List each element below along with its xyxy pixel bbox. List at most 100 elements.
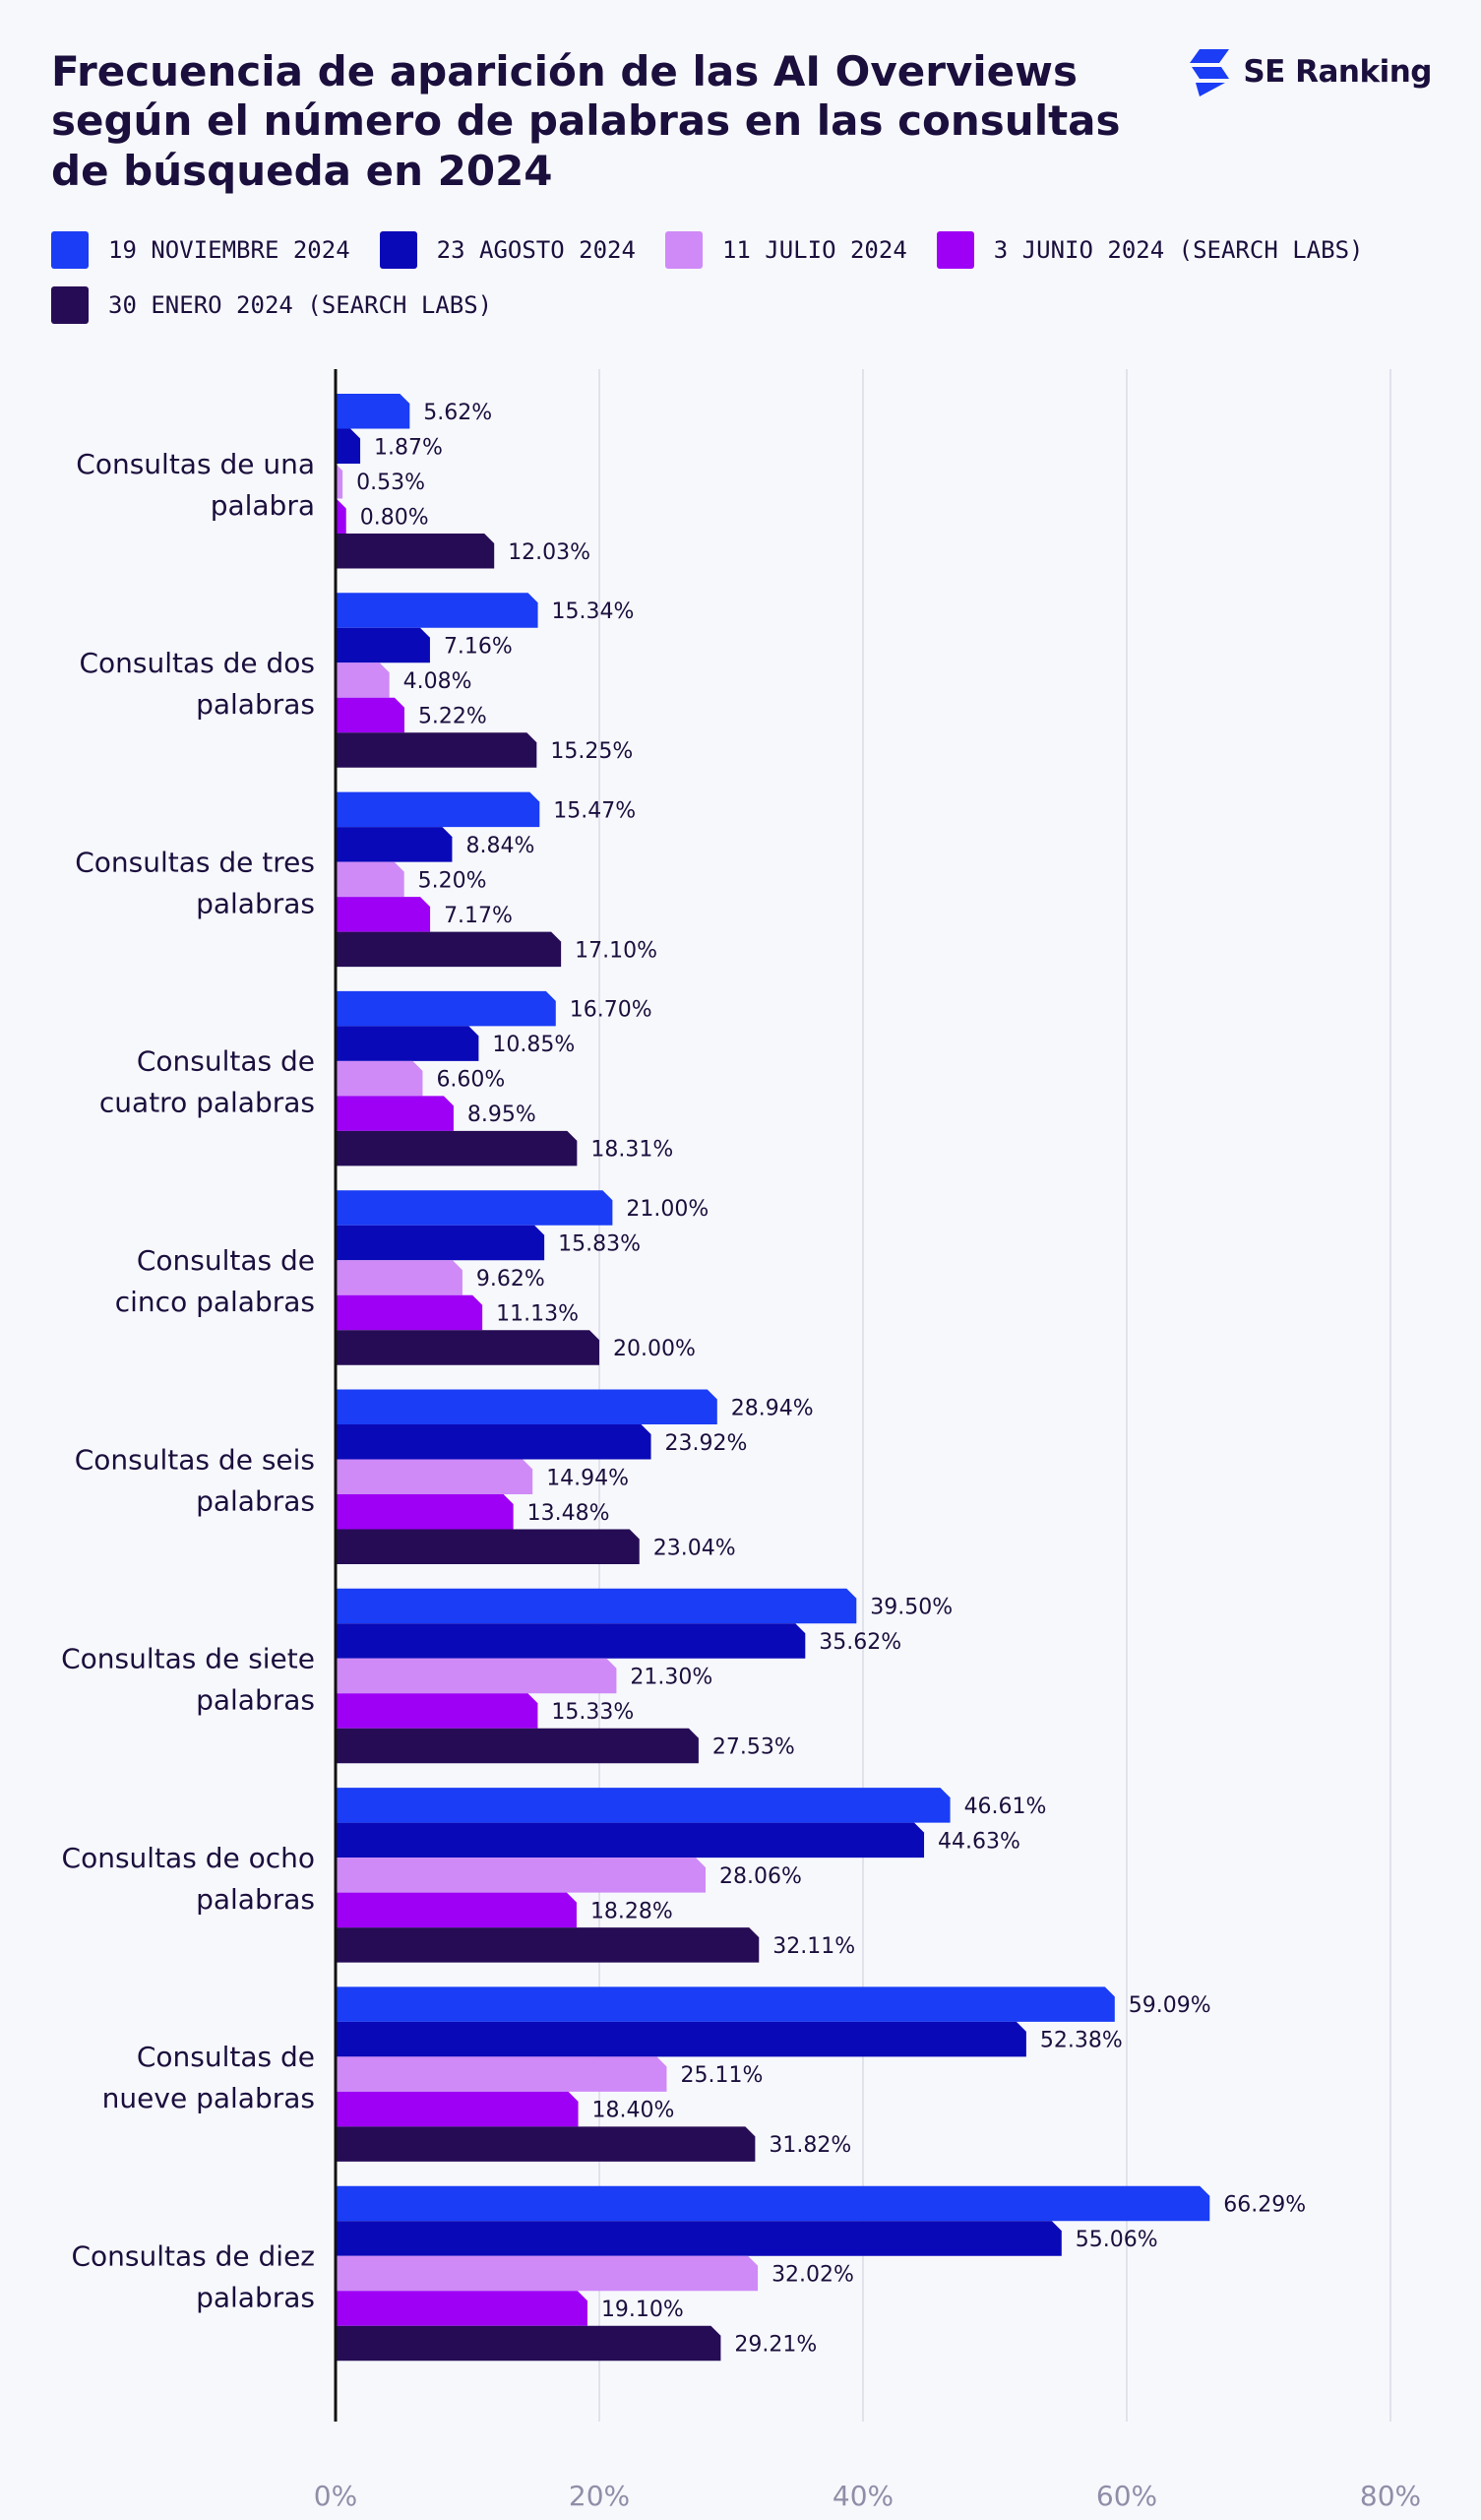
category-label: cinco palabras bbox=[115, 1286, 315, 1318]
data-label: 27.53% bbox=[712, 1735, 795, 1760]
data-label: 19.10% bbox=[601, 2298, 684, 2322]
x-tick-label: 80% bbox=[1360, 2480, 1421, 2512]
category-label: nueve palabras bbox=[102, 2082, 315, 2114]
bar bbox=[336, 2221, 1062, 2256]
data-label: 6.60% bbox=[436, 1068, 505, 1093]
data-label: 0.80% bbox=[360, 505, 429, 530]
category-label: palabra bbox=[211, 489, 315, 522]
se-ranking-logo-icon bbox=[1190, 49, 1230, 96]
bar bbox=[336, 1623, 806, 1659]
legend-label: 30 ENERO 2024 (SEARCH LABS) bbox=[108, 291, 493, 319]
data-label: 15.34% bbox=[552, 599, 635, 624]
bar bbox=[336, 1389, 717, 1424]
bar bbox=[336, 1986, 1115, 2022]
bar bbox=[336, 931, 562, 968]
category-label: Consultas de siete bbox=[61, 1643, 315, 1675]
bar bbox=[336, 791, 540, 828]
bar bbox=[336, 2056, 667, 2092]
legend-label: 23 AGOSTO 2024 bbox=[436, 236, 636, 264]
legend-label: 11 JULIO 2024 bbox=[721, 236, 907, 264]
bar bbox=[336, 1822, 925, 1858]
data-label: 46.61% bbox=[964, 1795, 1047, 1819]
bar bbox=[336, 732, 537, 768]
bar bbox=[336, 1424, 651, 1460]
bar bbox=[336, 1693, 538, 1729]
category-label: Consultas de bbox=[137, 1045, 315, 1078]
x-tick-label: 20% bbox=[569, 2480, 630, 2512]
category-label: Consultas de bbox=[137, 2041, 315, 2073]
category-label: palabras bbox=[196, 1883, 315, 1916]
legend: 19 NOVIEMBRE 2024 23 AGOSTO 2024 11 JULI… bbox=[51, 228, 1449, 327]
chart-title: Frecuencia de aparición de las AI Overvi… bbox=[51, 47, 1121, 195]
data-label: 7.16% bbox=[444, 635, 513, 660]
bar bbox=[336, 534, 495, 569]
bar bbox=[336, 627, 430, 663]
category-label: Consultas de ocho bbox=[62, 1842, 315, 1874]
data-label: 32.02% bbox=[771, 2262, 854, 2287]
data-label: 15.25% bbox=[550, 739, 633, 764]
data-label: 5.20% bbox=[418, 868, 487, 893]
bar bbox=[336, 2126, 756, 2162]
bar bbox=[336, 1788, 951, 1823]
data-label: 25.11% bbox=[680, 2063, 763, 2088]
bar bbox=[336, 1026, 479, 1061]
data-label: 59.09% bbox=[1129, 1993, 1211, 2018]
bar bbox=[336, 1588, 857, 1624]
category-label: cuatro palabras bbox=[99, 1087, 315, 1119]
category-label: Consultas de diez bbox=[71, 2239, 315, 2272]
legend-item: 11 JULIO 2024 bbox=[664, 228, 907, 272]
bar bbox=[336, 1529, 640, 1564]
data-label: 52.38% bbox=[1040, 2029, 1123, 2053]
data-label: 4.08% bbox=[403, 669, 472, 694]
bar bbox=[336, 2255, 759, 2292]
data-label: 23.92% bbox=[665, 1431, 748, 1456]
data-label: 0.53% bbox=[356, 471, 425, 495]
bar bbox=[336, 2021, 1026, 2057]
bar bbox=[336, 662, 390, 698]
bar bbox=[336, 1130, 578, 1166]
data-label: 23.04% bbox=[653, 1536, 736, 1560]
data-label: 18.40% bbox=[592, 2099, 675, 2123]
data-label: 32.11% bbox=[772, 1934, 855, 1959]
category-label: palabras bbox=[196, 688, 315, 721]
category-label: Consultas de una bbox=[76, 448, 315, 480]
bar bbox=[336, 1494, 514, 1530]
data-label: 21.30% bbox=[630, 1666, 712, 1690]
bar bbox=[336, 428, 361, 464]
data-label: 55.06% bbox=[1076, 2228, 1158, 2252]
bar bbox=[336, 697, 404, 733]
legend-item: 23 AGOSTO 2024 bbox=[379, 228, 636, 272]
data-label: 35.62% bbox=[819, 1630, 901, 1655]
legend-item: 19 NOVIEMBRE 2024 bbox=[51, 228, 350, 272]
brand-logo: SE Ranking bbox=[1186, 47, 1432, 96]
data-label: 44.63% bbox=[938, 1829, 1020, 1854]
legend-label: 3 JUNIO 2024 (SEARCH LABS) bbox=[993, 236, 1364, 264]
data-label: 15.33% bbox=[551, 1700, 634, 1725]
bar bbox=[336, 1927, 760, 1963]
legend-item: 30 ENERO 2024 (SEARCH LABS) bbox=[51, 284, 492, 327]
bar bbox=[336, 1728, 699, 1764]
bar bbox=[336, 861, 404, 898]
data-label: 16.70% bbox=[570, 998, 652, 1023]
bar bbox=[336, 1294, 483, 1331]
x-tick-label: 40% bbox=[833, 2480, 894, 2512]
legend-label: 19 NOVIEMBRE 2024 bbox=[108, 236, 350, 264]
data-label: 14.94% bbox=[546, 1466, 629, 1490]
bar bbox=[336, 464, 343, 499]
data-label: 17.10% bbox=[575, 938, 657, 963]
data-label: 8.95% bbox=[467, 1102, 536, 1127]
bar bbox=[336, 1096, 454, 1131]
category-label: Consultas de dos bbox=[79, 647, 315, 679]
legend-swatch bbox=[936, 231, 974, 269]
data-label: 21.00% bbox=[626, 1197, 709, 1222]
data-label: 1.87% bbox=[374, 435, 443, 460]
data-label: 18.28% bbox=[590, 1899, 673, 1923]
data-label: 66.29% bbox=[1223, 2192, 1306, 2217]
bar bbox=[336, 1225, 545, 1261]
legend-swatch bbox=[379, 231, 417, 269]
data-label: 8.84% bbox=[465, 834, 534, 858]
x-tick-label: 60% bbox=[1096, 2480, 1157, 2512]
data-label: 10.85% bbox=[492, 1033, 575, 1057]
bar bbox=[336, 1260, 463, 1295]
